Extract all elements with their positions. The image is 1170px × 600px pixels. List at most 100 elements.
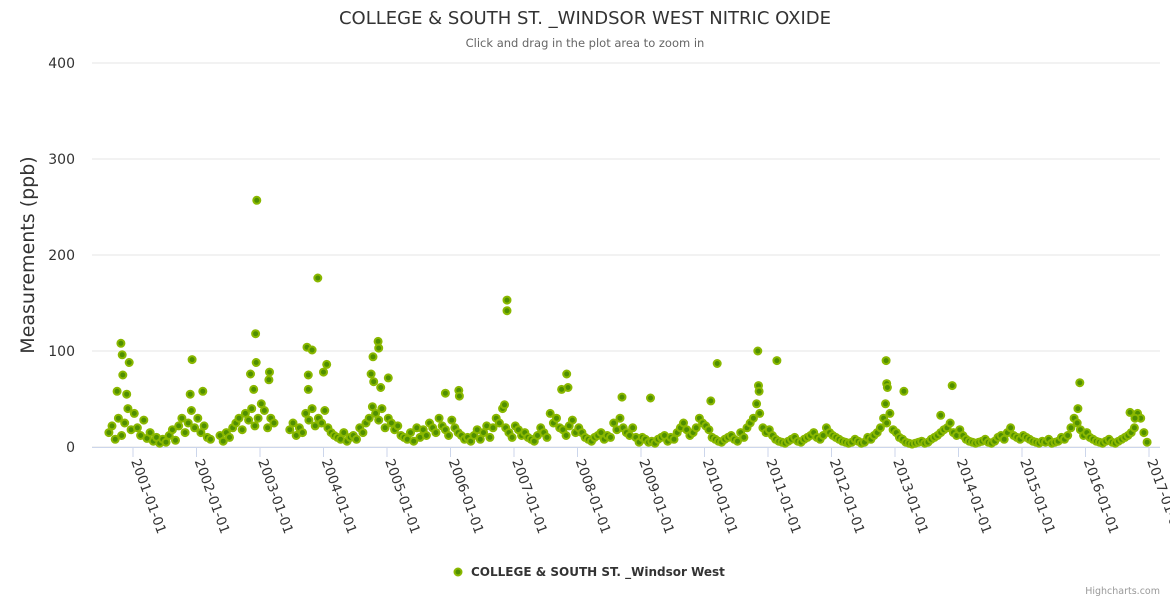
data-point[interactable] (615, 413, 625, 423)
data-point[interactable] (246, 369, 255, 379)
data-point[interactable] (186, 406, 196, 415)
data-point[interactable] (875, 423, 885, 433)
data-point[interactable] (552, 413, 561, 423)
data-point[interactable] (193, 413, 203, 423)
data-point[interactable] (161, 437, 171, 447)
data-point[interactable] (502, 295, 512, 305)
data-point[interactable] (190, 423, 200, 433)
data-point[interactable] (431, 428, 441, 438)
data-point[interactable] (225, 432, 234, 442)
data-point[interactable] (691, 423, 701, 433)
data-point[interactable] (755, 408, 765, 418)
data-point[interactable] (132, 423, 142, 433)
data-point[interactable] (240, 408, 250, 418)
data-point[interactable] (421, 431, 431, 440)
data-point[interactable] (374, 343, 384, 353)
data-point[interactable] (754, 386, 764, 396)
credits-link[interactable]: Highcharts.com (1085, 586, 1160, 597)
data-point[interactable] (409, 436, 419, 446)
data-point[interactable] (259, 406, 269, 415)
data-point[interactable] (298, 428, 307, 438)
data-point[interactable] (772, 356, 782, 366)
data-point[interactable] (440, 388, 450, 398)
data-point[interactable] (545, 408, 555, 418)
data-point[interactable] (1139, 428, 1149, 438)
data-point[interactable] (251, 358, 261, 367)
data-point[interactable] (358, 428, 368, 438)
data-point[interactable] (116, 338, 126, 348)
data-point[interactable] (1142, 437, 1152, 447)
data-point[interactable] (1075, 378, 1085, 388)
data-point[interactable] (263, 423, 273, 433)
data-point[interactable] (247, 404, 257, 414)
data-point[interactable] (406, 428, 415, 438)
data-point[interactable] (1066, 423, 1076, 433)
data-point[interactable] (123, 404, 133, 414)
data-point[interactable] (253, 413, 263, 423)
data-point[interactable] (252, 195, 262, 205)
data-point[interactable] (606, 432, 615, 442)
data-point[interactable] (494, 418, 504, 428)
data-point[interactable] (882, 383, 892, 392)
data-point[interactable] (120, 418, 130, 428)
data-point[interactable] (882, 418, 892, 428)
legend-label[interactable]: COLLEGE & SOUTH ST. _Windsor West (471, 565, 725, 580)
data-point[interactable] (1072, 418, 1082, 428)
data-point[interactable] (899, 386, 909, 396)
data-point[interactable] (171, 435, 180, 445)
data-point[interactable] (447, 415, 457, 425)
data-point[interactable] (112, 386, 122, 396)
data-point[interactable] (562, 369, 572, 379)
data-point[interactable] (198, 386, 208, 396)
data-point[interactable] (304, 415, 314, 425)
data-point[interactable] (185, 389, 195, 399)
data-point[interactable] (542, 432, 552, 442)
data-point[interactable] (1130, 413, 1140, 423)
data-point[interactable] (196, 428, 206, 438)
data-point[interactable] (250, 421, 260, 431)
data-point[interactable] (167, 425, 177, 435)
data-point[interactable] (244, 415, 254, 425)
data-point[interactable] (117, 431, 127, 440)
data-point[interactable] (885, 408, 895, 418)
data-point[interactable] (249, 384, 259, 394)
data-point[interactable] (113, 413, 123, 423)
data-point[interactable] (1129, 423, 1139, 433)
data-point[interactable] (1063, 431, 1073, 440)
data-point[interactable] (557, 384, 567, 394)
data-point[interactable] (945, 418, 955, 428)
data-point[interactable] (124, 358, 134, 367)
data-point[interactable] (999, 434, 1009, 444)
data-point[interactable] (947, 381, 957, 391)
data-point[interactable] (617, 392, 627, 402)
data-point[interactable] (752, 399, 762, 409)
data-point[interactable] (307, 404, 317, 414)
data-point[interactable] (187, 355, 197, 365)
data-point[interactable] (352, 434, 361, 444)
data-point[interactable] (288, 418, 298, 428)
data-point[interactable] (434, 413, 444, 423)
legend-item[interactable]: COLLEGE & SOUTH ST. _Windsor West (453, 565, 726, 580)
data-point[interactable] (444, 431, 454, 440)
data-point[interactable] (180, 428, 190, 438)
data-point[interactable] (234, 413, 244, 423)
data-point[interactable] (628, 423, 638, 433)
data-point[interactable] (319, 367, 328, 377)
data-point[interactable] (206, 434, 215, 444)
data-point[interactable] (177, 413, 187, 423)
data-point[interactable] (117, 350, 127, 360)
data-point[interactable] (107, 421, 117, 431)
data-point[interactable] (567, 415, 577, 425)
data-point[interactable] (609, 418, 619, 428)
data-point[interactable] (881, 399, 890, 409)
data-point[interactable] (218, 436, 228, 446)
data-point[interactable] (507, 432, 517, 442)
data-point[interactable] (377, 404, 387, 414)
data-point[interactable] (679, 418, 688, 428)
data-point[interactable] (1073, 404, 1083, 414)
data-point[interactable] (320, 406, 330, 415)
data-point[interactable] (145, 428, 155, 438)
data-point[interactable] (183, 418, 193, 428)
data-point[interactable] (322, 359, 332, 369)
